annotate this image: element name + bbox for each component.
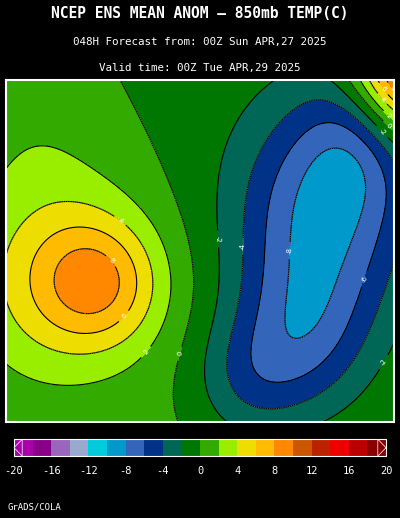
Text: 2: 2 [142,349,150,356]
Text: -2: -2 [378,127,387,136]
Text: 2: 2 [385,112,392,120]
Bar [256,439,274,456]
Bar [33,439,51,456]
Bar [200,439,219,456]
Text: 0: 0 [197,466,203,476]
Text: -12: -12 [79,466,98,476]
Text: Valid time: 00Z Tue APR,29 2025: Valid time: 00Z Tue APR,29 2025 [99,63,301,73]
Text: 4: 4 [117,217,124,224]
Text: -2: -2 [215,236,221,242]
Text: 6: 6 [380,85,387,92]
Bar [182,439,200,456]
Bar [163,439,182,456]
Bar [14,439,33,456]
Text: -6: -6 [360,275,368,283]
Text: -8: -8 [119,466,132,476]
Bar [14,439,386,456]
Bar [312,439,330,456]
Text: NCEP ENS MEAN ANOM – 850mb TEMP(C): NCEP ENS MEAN ANOM – 850mb TEMP(C) [51,6,349,21]
Bar [88,439,107,456]
Bar [144,439,163,456]
Bar [274,439,293,456]
Bar [51,439,70,456]
Text: -4: -4 [240,243,246,250]
Text: -8: -8 [287,247,293,254]
Text: 4: 4 [234,466,240,476]
Text: 8: 8 [389,85,396,92]
Text: 16: 16 [342,466,355,476]
Text: GrADS/COLA: GrADS/COLA [8,502,62,511]
Text: 0: 0 [176,351,184,356]
Text: -16: -16 [42,466,60,476]
Polygon shape [14,439,22,456]
Text: 0: 0 [385,122,392,130]
Text: -4: -4 [156,466,169,476]
Bar [293,439,312,456]
Text: 4: 4 [378,95,386,103]
Text: 048H Forecast from: 00Z Sun APR,27 2025: 048H Forecast from: 00Z Sun APR,27 2025 [73,37,327,47]
Text: 8: 8 [107,257,115,264]
Text: 20: 20 [380,466,392,476]
Bar [219,439,237,456]
Bar [330,439,349,456]
Polygon shape [378,439,386,456]
Bar [237,439,256,456]
Bar [107,439,126,456]
Bar [368,439,386,456]
Text: -2: -2 [380,357,388,367]
Text: 6: 6 [120,313,128,320]
Bar [349,439,368,456]
Text: -20: -20 [5,466,23,476]
Bar [126,439,144,456]
Bar [70,439,88,456]
Text: 12: 12 [305,466,318,476]
Text: 8: 8 [271,466,278,476]
